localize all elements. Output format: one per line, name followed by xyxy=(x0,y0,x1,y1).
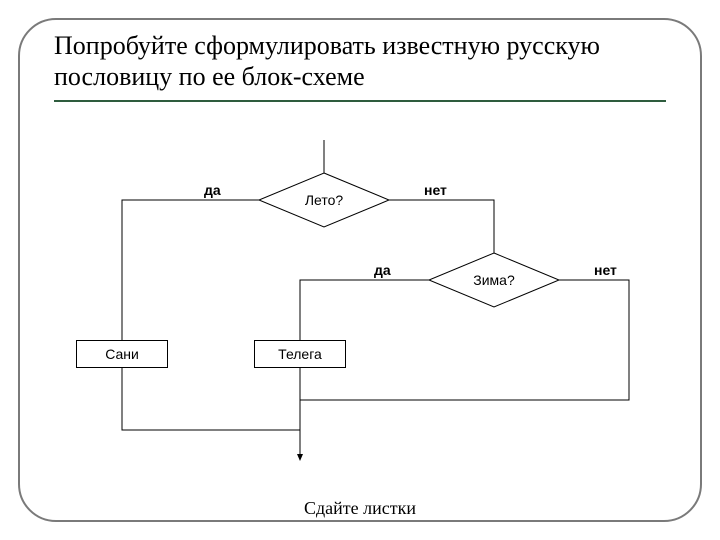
edge-label-yes: да xyxy=(204,182,221,198)
edge xyxy=(122,368,300,430)
decision-summer-label: Лето? xyxy=(259,173,389,227)
process-telega: Телега xyxy=(254,340,346,368)
decision-winter-label: Зима? xyxy=(429,253,559,307)
edge-label-no: нет xyxy=(594,262,617,278)
title-underline xyxy=(54,100,666,102)
edge xyxy=(122,200,259,340)
slide-title: Попробуйте сформулировать известную русс… xyxy=(54,30,666,92)
edge xyxy=(300,280,429,340)
edge-label-yes: да xyxy=(374,262,391,278)
title-block: Попробуйте сформулировать известную русс… xyxy=(54,30,666,92)
process-sani: Сани xyxy=(76,340,168,368)
edge-label-no: нет xyxy=(424,182,447,198)
footer-text: Сдайте листки xyxy=(0,498,720,519)
edge xyxy=(389,200,494,253)
flowchart: Лето? Зима? Сани Телега да нет да нет xyxy=(54,130,666,470)
